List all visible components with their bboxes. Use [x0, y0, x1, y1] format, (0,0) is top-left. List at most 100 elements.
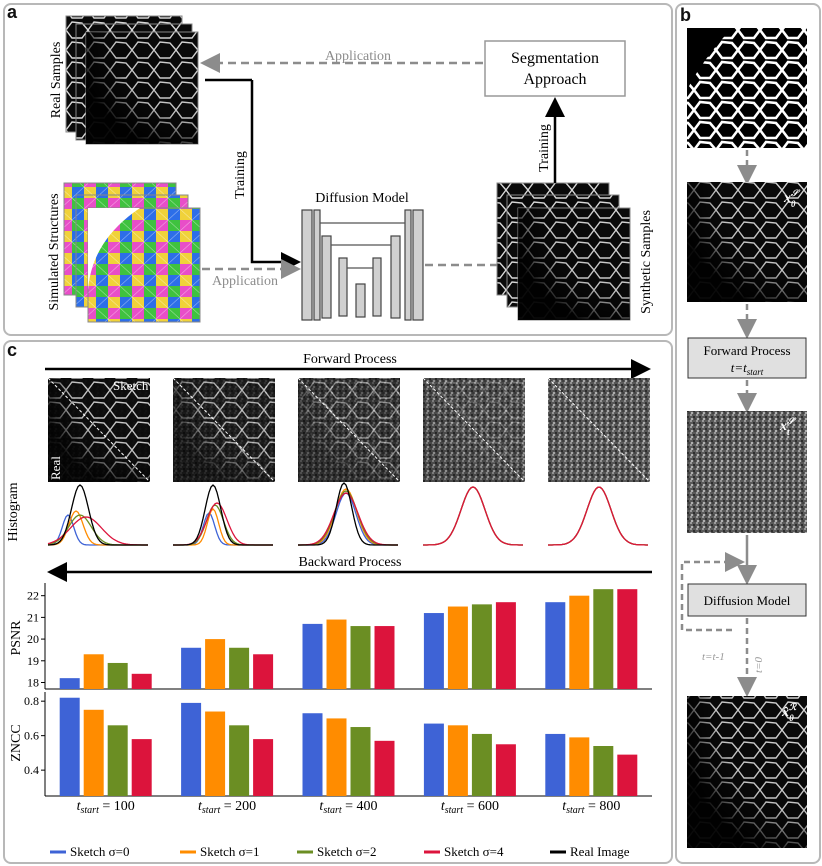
bar-5-s3: [617, 589, 638, 689]
legend: Sketch σ=0 Sketch σ=1 Sketch σ=2 Sketch σ=4…: [50, 844, 630, 859]
bar-5-s2: [593, 589, 614, 689]
bar-4-s1: [447, 725, 468, 796]
bar-2-s1: [205, 639, 226, 689]
histogram-label: Histogram: [6, 482, 21, 541]
hist-curve-1-real: [47, 484, 148, 546]
bar-1-s1: [83, 654, 104, 689]
bar-4-s0: [423, 723, 444, 796]
bar-1-s2: [107, 725, 128, 796]
bar-5-s2: [593, 746, 614, 796]
bar-4-s3: [495, 602, 516, 689]
tick-label: 18: [27, 675, 39, 689]
bar-3-s2: [350, 626, 371, 689]
bar-3-s3: [374, 626, 395, 689]
tick-label: 21: [27, 610, 39, 624]
hist-curve-3-s1: [298, 488, 398, 546]
bar-5-s0: [545, 733, 566, 796]
zncc-bar-chart: 0.4 0.6 0.8: [24, 692, 652, 797]
t-minus-label: t=t-1: [702, 651, 725, 663]
tick-label: 20: [27, 632, 39, 646]
tick-label: 0.4: [24, 763, 39, 777]
xt-noisy-label: x𝒮 t: [779, 416, 797, 437]
diffusion-model-label: Diffusion Model: [315, 191, 409, 206]
bar-1-s1: [83, 709, 104, 796]
synthetic-samples-stack: [496, 182, 631, 321]
legend-label-2: Sketch σ=1: [200, 844, 259, 859]
hist-curve-1-s3: [47, 516, 148, 546]
x-tick-label: tstart = 600: [441, 799, 499, 816]
application-bottom-label: Application: [212, 274, 278, 289]
bar-5-s1: [569, 737, 590, 796]
loop-arrow: [680, 552, 745, 632]
psnr-bar-chart: 18 19 20 21 22: [27, 583, 652, 690]
hist-curve-4-s2: [423, 486, 523, 546]
legend-label-4: Sketch σ=4: [444, 844, 504, 859]
psnr-axis-label: PSNR: [9, 620, 24, 656]
hist-curve-1-s2: [47, 514, 148, 546]
bar-3-s0: [302, 623, 323, 689]
bar-5-s3: [617, 754, 638, 796]
real-label: Real: [48, 456, 63, 480]
hist-curve-5-s1: [548, 486, 648, 546]
bar-1-s2: [107, 662, 128, 689]
bar-3-s1: [326, 619, 347, 689]
hist-curve-1-s1: [48, 510, 148, 546]
training-right-label: Training: [537, 124, 552, 172]
hist-curve-4-s1: [423, 486, 523, 546]
simulated-structures-label: Simulated Structures: [47, 193, 62, 310]
hist-curve-2-real: [173, 484, 273, 546]
hist-curve-3-real: [298, 482, 398, 546]
segmentation-approach-box: [484, 40, 626, 97]
panel-c-figure: Forward Process Sketch Real Histogram Ba…: [6, 352, 652, 859]
diffusion-model-box: [687, 583, 807, 617]
hist-curve-5-s0: [548, 486, 648, 546]
hist-curve-3-s0: [298, 492, 398, 546]
hist-curve-5-s3: [548, 486, 648, 546]
diffusion-model-box-label: Diffusion Model: [704, 593, 791, 608]
noise-progression-images: [47, 377, 651, 483]
zncc-axis-label: ZNCC: [9, 724, 24, 761]
hist-curve-4-s0: [423, 486, 523, 546]
hist-curve-3-s2: [298, 490, 398, 546]
forward-process-box-label: Forward Process: [703, 343, 790, 358]
tick-label: 22: [27, 589, 39, 603]
bar-1-s0: [59, 697, 80, 796]
bar-1-s3: [131, 739, 152, 796]
real-samples-stack: [65, 15, 199, 145]
legend-label-3: Sketch σ=2: [317, 844, 376, 859]
bar-1-s3: [131, 673, 152, 689]
histograms: [47, 482, 648, 546]
segmentation-line2: Approach: [523, 71, 586, 88]
application-top-label: Application: [325, 49, 391, 64]
panel-a-label: a: [7, 2, 18, 22]
tick-label: 19: [27, 654, 39, 668]
tick-label: 0.6: [24, 729, 39, 743]
sketch-label: Sketch: [113, 378, 149, 393]
bar-3-s2: [350, 727, 371, 796]
legend-label-5: Real Image: [570, 844, 630, 859]
panel-c-label: c: [7, 340, 18, 360]
segmentation-line1: Segmentation: [511, 50, 599, 67]
x-tick-label: tstart = 400: [319, 799, 377, 816]
hist-curve-4-s3: [423, 486, 523, 546]
x-tick-labels: tstart = 100 tstart = 200 tstart = 400 tsta…: [77, 799, 621, 816]
tick-label: 0.8: [24, 694, 39, 708]
bar-2-s1: [205, 711, 226, 796]
backward-process-label: Backward Process: [298, 555, 401, 570]
training-left-label: Training: [233, 151, 248, 199]
real-samples-label: Real Samples: [49, 42, 64, 119]
bar-2-s0: [181, 647, 202, 689]
training-left-arrow: [250, 80, 301, 272]
legend-label-1: Sketch σ=0: [70, 844, 129, 859]
bar-4-s1: [447, 606, 468, 689]
bar-3-s3: [374, 740, 395, 796]
hist-curve-2-s1: [173, 508, 273, 546]
synthetic-samples-label: Synthetic Samples: [639, 210, 654, 314]
bar-4-s0: [423, 613, 444, 689]
xt-noisy-image: [687, 411, 807, 533]
hist-curve-5-s2: [548, 486, 648, 546]
forward-process-label: Forward Process: [303, 352, 397, 367]
hist-curve-1-s0: [47, 514, 148, 546]
bar-4-s3: [495, 744, 516, 796]
bar-4-s2: [471, 733, 492, 796]
